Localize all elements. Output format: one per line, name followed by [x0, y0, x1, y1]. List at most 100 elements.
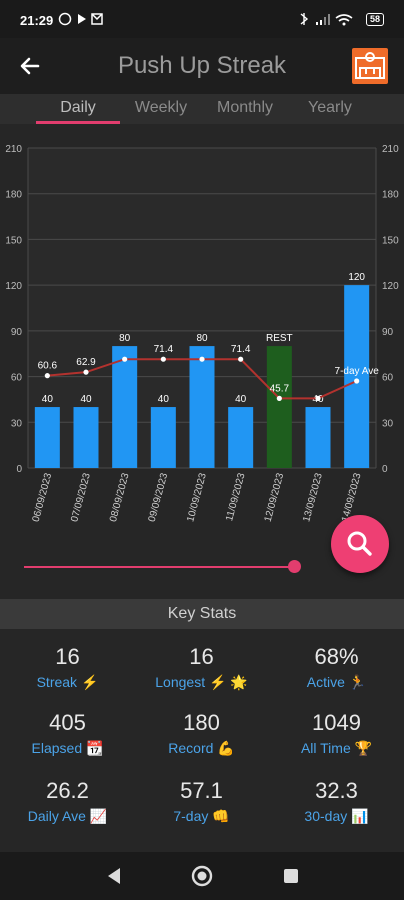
- bar-value-label: 40: [80, 394, 92, 405]
- app-logo-icon: [352, 48, 388, 84]
- y-tick-label-left: 210: [5, 144, 22, 155]
- back-button[interactable]: [14, 50, 46, 82]
- stat-value: 26.2: [46, 778, 89, 803]
- system-nav-bar: [0, 852, 404, 900]
- bar: [112, 346, 138, 468]
- y-tick-label-right: 90: [382, 327, 394, 338]
- slider-track: [24, 566, 294, 568]
- line-point: [83, 369, 89, 375]
- tab-yearly[interactable]: Yearly: [308, 99, 352, 116]
- stat-7-day: 57.1 7-day 👊: [134, 776, 269, 825]
- stat-label: 30-day 📊: [304, 808, 369, 824]
- line-value-label: 7-day Ave: [335, 366, 380, 377]
- bar-value-label: 40: [158, 394, 170, 405]
- y-tick-label-left: 60: [11, 373, 23, 384]
- line-value-label: 71.4: [231, 344, 251, 355]
- range-slider[interactable]: [24, 558, 304, 576]
- line-value-label: 45.7: [270, 383, 290, 394]
- stat-label: All Time 🏆: [300, 740, 373, 756]
- y-tick-label-right: 60: [382, 373, 394, 384]
- status-right-icons: 58: [298, 12, 384, 26]
- stat-label: Longest ⚡ 🌟: [155, 674, 248, 690]
- y-tick-label-left: 0: [16, 464, 22, 475]
- bar: [189, 346, 215, 468]
- stat-value: 180: [183, 710, 220, 735]
- line-point: [238, 356, 244, 362]
- circle-home-icon: [191, 865, 213, 887]
- status-time: 21:29: [20, 13, 54, 28]
- x-tick-label: 13/09/2023: [301, 472, 325, 524]
- stat-value: 16: [55, 644, 80, 669]
- line-point: [44, 373, 50, 379]
- bar-value-label: 40: [42, 394, 54, 405]
- line-value-label: 62.9: [76, 357, 96, 368]
- y-tick-label-right: 150: [382, 235, 399, 246]
- line-point: [199, 356, 205, 362]
- battery-indicator: 58: [365, 12, 384, 26]
- bar: [34, 407, 60, 468]
- stat-elapsed: 405 Elapsed 📆: [0, 708, 135, 757]
- triangle-back-icon: [108, 868, 120, 884]
- line-value-label: 71.4: [154, 344, 174, 355]
- app-bar: Push Up Streak: [0, 38, 404, 94]
- line-point: [276, 395, 282, 401]
- stat-streak: 16 Streak ⚡: [0, 642, 135, 691]
- bar-value-label: 40: [235, 394, 247, 405]
- push-up-chart: 0 0 30 30 60 60 90 90 120 120 150 150 180 180 210 210 40…: [0, 140, 404, 530]
- bar: [150, 407, 176, 468]
- bar: [228, 407, 254, 468]
- zoom-fab-button[interactable]: [331, 515, 389, 573]
- y-tick-label-left: 120: [5, 281, 22, 292]
- y-tick-label-right: 120: [382, 281, 399, 292]
- x-tick-label: 09/09/2023: [147, 472, 171, 524]
- stat-value: 57.1: [180, 778, 223, 803]
- bar: [266, 346, 292, 468]
- y-tick-label-right: 210: [382, 144, 399, 155]
- tab-daily[interactable]: Daily: [60, 99, 96, 116]
- tab-weekly[interactable]: Weekly: [134, 99, 188, 116]
- stat-longest: 16 Longest ⚡ 🌟: [134, 642, 269, 691]
- bar: [305, 407, 331, 468]
- line-point: [315, 395, 321, 401]
- nav-back-button[interactable]: [103, 864, 127, 888]
- stat-label: Elapsed 📆: [31, 740, 104, 756]
- stat-value: 68%: [314, 644, 359, 669]
- stat-record: 180 Record 💪: [134, 708, 269, 757]
- status-bar: 21:29 58: [0, 0, 404, 38]
- y-tick-label-right: 180: [382, 190, 399, 201]
- x-tick-label: 12/09/2023: [263, 472, 287, 524]
- x-tick-label: 06/09/2023: [31, 472, 55, 524]
- bar: [344, 285, 370, 468]
- push-up-logo-icon: [355, 52, 385, 79]
- nav-home-button[interactable]: [190, 864, 214, 888]
- stat-label: Streak ⚡: [36, 674, 99, 690]
- signal-wifi-icons: [300, 13, 353, 26]
- y-tick-label-left: 150: [5, 235, 22, 246]
- y-tick-label-left: 180: [5, 190, 22, 201]
- stat-value: 405: [49, 710, 86, 735]
- y-tick-label-right: 30: [382, 418, 394, 429]
- bar-value-label: REST: [266, 333, 293, 344]
- notification-icons: [58, 12, 114, 29]
- tab-monthly[interactable]: Monthly: [216, 99, 274, 116]
- line-point: [122, 356, 128, 362]
- period-tabs: Daily Weekly Monthly Yearly: [0, 94, 404, 124]
- line-point: [160, 356, 166, 362]
- slider-thumb[interactable]: [288, 560, 301, 573]
- stat-label: Daily Ave 📈: [27, 808, 108, 824]
- square-recents-icon: [284, 869, 298, 883]
- stat-label: 7-day 👊: [173, 808, 230, 824]
- x-tick-label: 07/09/2023: [69, 472, 93, 524]
- bar-value-label: 80: [196, 333, 208, 344]
- tab-indicator: [36, 121, 120, 124]
- stat-label: Active 🏃: [306, 674, 367, 690]
- back-arrow-icon: [20, 57, 40, 75]
- stat-value: 16: [189, 644, 214, 669]
- y-tick-label-right: 0: [382, 464, 388, 475]
- stat-daily-ave: 26.2 Daily Ave 📈: [0, 776, 135, 825]
- key-stats-header: Key Stats: [0, 599, 404, 629]
- stat-30-day: 32.3 30-day 📊: [269, 776, 404, 825]
- y-tick-label-left: 90: [11, 327, 23, 338]
- nav-recents-button[interactable]: [279, 864, 303, 888]
- bar-value-label: 80: [119, 333, 131, 344]
